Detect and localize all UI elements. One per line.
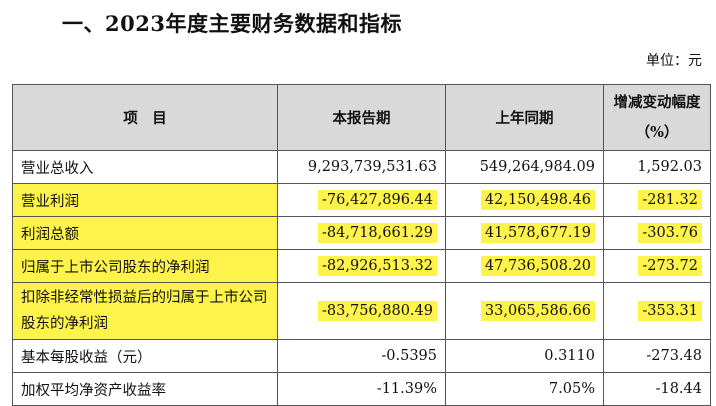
cell-value: 0.3110 (544, 348, 595, 364)
table-body: 营业总收入 9,293,739,531.63 549,264,984.09 1,592… (12, 150, 711, 406)
row-label: 营业总收入 (12, 150, 278, 184)
cell-change: -273.72 (603, 249, 711, 283)
cell-value: 9,293,739,531.63 (307, 159, 437, 175)
row-label-text: 基本每股收益（元） (21, 349, 152, 366)
cell-value: 1,592.03 (637, 159, 702, 175)
table-row: 归属于上市公司股东的净利润 -82,926,513.32 47,736,508.20… (12, 249, 711, 283)
table-row: 基本每股收益（元） -0.5395 0.3110 -273.48 (12, 339, 711, 373)
row-label-text: 营业总收入 (21, 160, 94, 177)
row-label: 加权平均净资产收益率 (12, 372, 278, 406)
cell-current: -76,427,896.44 (277, 183, 446, 217)
row-label: 归属于上市公司股东的净利润 (12, 249, 278, 283)
cell-value: 42,150,498.46 (480, 190, 595, 210)
cell-value: -84,718,661.29 (318, 223, 437, 243)
cell-value: -273.72 (638, 256, 702, 276)
table-header-row: 项 目 本报告期 上年同期 增减变动幅度（%） (12, 84, 711, 151)
cell-current: 9,293,739,531.63 (277, 150, 446, 184)
page-title: 一、2023年度主要财务数据和指标 (62, 11, 402, 36)
cell-value: 47,736,508.20 (480, 256, 595, 276)
cell-current: -83,756,880.49 (277, 282, 446, 340)
cell-prior: 42,150,498.46 (445, 183, 604, 217)
financial-table: 项 目 本报告期 上年同期 增减变动幅度（%） 营业总收入 9,293,739,5… (12, 84, 711, 406)
row-label-text: 归属于上市公司股东的净利润 (21, 259, 210, 276)
cell-value: 33,065,586.66 (480, 301, 595, 321)
cell-current: -11.39% (277, 372, 446, 406)
cell-value: -273.48 (646, 348, 702, 364)
table-row: 营业总收入 9,293,739,531.63 549,264,984.09 1,592… (12, 150, 711, 184)
header-item: 项 目 (12, 84, 278, 151)
row-label-text: 扣除非经常性损益后的归属于上市公司股东的净利润 (21, 290, 268, 332)
row-label: 扣除非经常性损益后的归属于上市公司股东的净利润 (12, 282, 278, 340)
cell-current: -0.5395 (277, 339, 446, 373)
table-row: 加权平均净资产收益率 -11.39% 7.05% -18.44 (12, 372, 711, 406)
row-label-text: 营业利润 (21, 193, 79, 210)
cell-prior: 33,065,586.66 (445, 282, 604, 340)
cell-change: -18.44 (603, 372, 711, 406)
cell-value: -11.39% (376, 381, 437, 397)
cell-value: -82,926,513.32 (318, 256, 437, 276)
table-row: 营业利润 -76,427,896.44 42,150,498.46 -281.32 (12, 183, 711, 217)
cell-prior: 0.3110 (445, 339, 604, 373)
cell-value: -0.5395 (381, 348, 437, 364)
cell-value: -353.31 (638, 301, 702, 321)
cell-prior: 7.05% (445, 372, 604, 406)
cell-change: -281.32 (603, 183, 711, 217)
cell-value: -83,756,880.49 (318, 301, 437, 321)
table-row: 利润总额 -84,718,661.29 41,578,677.19 -303.76 (12, 216, 711, 250)
unit-label: 单位：元 (646, 53, 702, 69)
cell-change: -353.31 (603, 282, 711, 340)
cell-prior: 41,578,677.19 (445, 216, 604, 250)
cell-value: -281.32 (638, 190, 702, 210)
cell-prior: 549,264,984.09 (445, 150, 604, 184)
cell-change: -303.76 (603, 216, 711, 250)
cell-value: -303.76 (638, 223, 702, 243)
header-change-pct: 增减变动幅度（%） (603, 84, 711, 151)
header-prior-period: 上年同期 (445, 84, 604, 151)
cell-change: -273.48 (603, 339, 711, 373)
cell-current: -82,926,513.32 (277, 249, 446, 283)
header-current-period: 本报告期 (277, 84, 446, 151)
table-row: 扣除非经常性损益后的归属于上市公司股东的净利润 -83,756,880.49 33,… (12, 282, 711, 340)
row-label: 基本每股收益（元） (12, 339, 278, 373)
row-label-text: 加权平均净资产收益率 (21, 382, 166, 399)
cell-value: 7.05% (548, 381, 595, 397)
cell-current: -84,718,661.29 (277, 216, 446, 250)
cell-value: 549,264,984.09 (479, 159, 595, 175)
cell-change: 1,592.03 (603, 150, 711, 184)
row-label: 利润总额 (12, 216, 278, 250)
cell-value: 41,578,677.19 (480, 223, 595, 243)
cell-prior: 47,736,508.20 (445, 249, 604, 283)
row-label: 营业利润 (12, 183, 278, 217)
row-label-text: 利润总额 (21, 226, 79, 243)
cell-value: -76,427,896.44 (318, 190, 437, 210)
cell-value: -18.44 (655, 381, 702, 397)
